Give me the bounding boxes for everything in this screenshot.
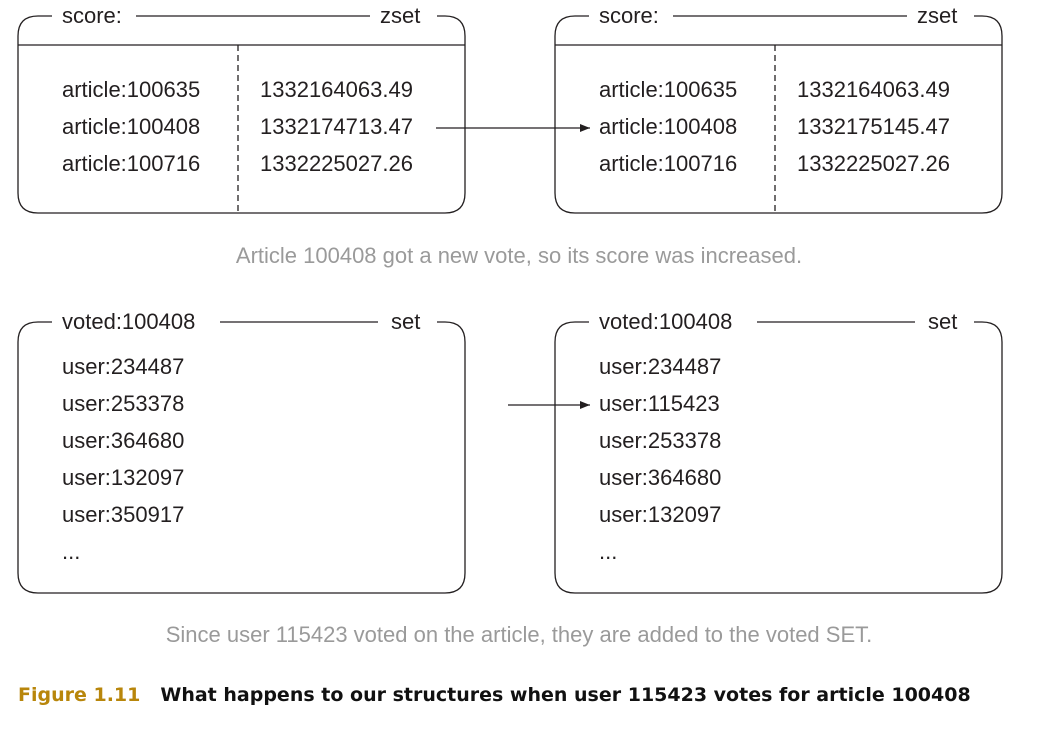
- zset-member: article:100716: [62, 151, 201, 176]
- zset-key-label: score:: [599, 3, 659, 28]
- set-member: user:234487: [62, 354, 185, 379]
- zset-score: 1332174713.47: [260, 114, 413, 139]
- zset-box-before: [17, 15, 466, 214]
- zset-member: article:100635: [62, 77, 201, 102]
- zset-score: 1332164063.49: [797, 77, 950, 102]
- set-key-label: voted:100408: [599, 309, 733, 334]
- set-box-before: [17, 321, 466, 594]
- figure-title: What happens to our structures when user…: [160, 684, 971, 706]
- figure-caption: Figure 1.11 What happens to our structure…: [18, 684, 971, 706]
- zset-box-after: [554, 15, 1003, 214]
- zset-score: 1332225027.26: [260, 151, 413, 176]
- zset-score: 1332175145.47: [797, 114, 950, 139]
- zset-member: article:100716: [599, 151, 738, 176]
- zset-member: article:100408: [599, 114, 738, 139]
- score-caption: Article 100408 got a new vote, so its sc…: [235, 243, 803, 268]
- set-member: user:364680: [62, 428, 185, 453]
- set-ellipsis: ...: [62, 539, 81, 564]
- zset-type-label: zset: [917, 3, 958, 28]
- set-type-label: set: [928, 309, 958, 334]
- set-member: user:234487: [599, 354, 722, 379]
- set-member: user:364680: [599, 465, 722, 490]
- set-ellipsis: ...: [599, 539, 618, 564]
- set-member: user:132097: [599, 502, 722, 527]
- zset-score: 1332225027.26: [797, 151, 950, 176]
- set-type-label: set: [391, 309, 421, 334]
- set-key-label: voted:100408: [62, 309, 196, 334]
- set-member: user:115423: [599, 391, 720, 416]
- zset-member: article:100635: [599, 77, 738, 102]
- vote-caption: Since user 115423 voted on the article, …: [165, 622, 873, 647]
- set-member: user:253378: [62, 391, 185, 416]
- zset-type-label: zset: [380, 3, 421, 28]
- zset-key-label: score:: [62, 3, 122, 28]
- set-member: user:132097: [62, 465, 185, 490]
- zset-member: article:100408: [62, 114, 201, 139]
- set-member: user:350917: [62, 502, 185, 527]
- set-box-after: [554, 321, 1003, 594]
- zset-score: 1332164063.49: [260, 77, 413, 102]
- set-member: user:253378: [599, 428, 722, 453]
- figure-number: Figure 1.11: [18, 684, 141, 706]
